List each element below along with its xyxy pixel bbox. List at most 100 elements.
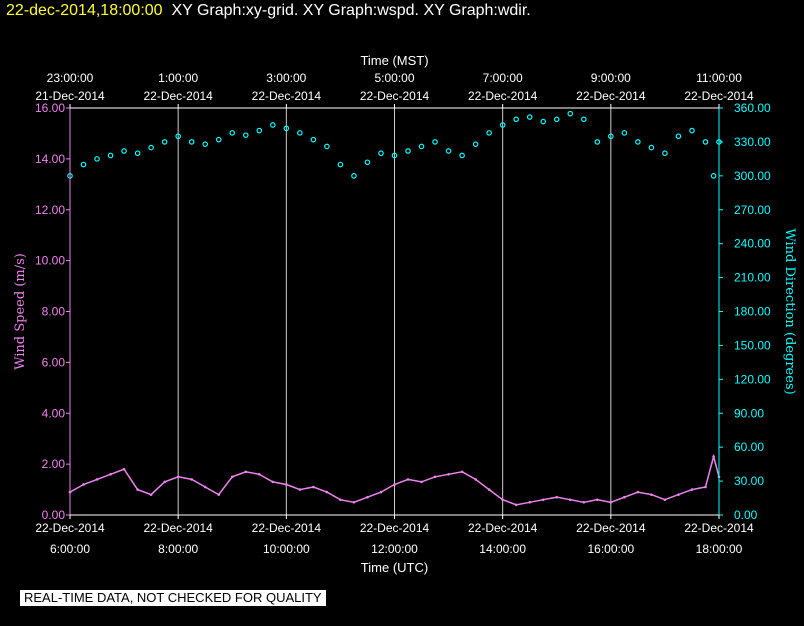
right-tick-label: 360.00	[734, 101, 771, 115]
wind-speed-point	[690, 488, 694, 491]
wind-speed-point	[257, 473, 261, 476]
bottom-tick-date: 22-Dec-2014	[576, 521, 646, 535]
wind-direction-point	[418, 143, 425, 150]
wind-direction-point	[310, 136, 317, 143]
right-tick-label: 150.00	[734, 338, 771, 352]
wind-direction-point	[351, 173, 357, 179]
bottom-tick-time: 8:00:00	[158, 542, 198, 556]
wind-direction-point	[391, 152, 398, 159]
top-tick-time: 5:00:00	[374, 71, 414, 85]
wind-direction-point	[540, 118, 547, 125]
wind-direction-point	[202, 141, 209, 147]
left-tick-label: 6.00	[42, 355, 66, 369]
wind-direction-point	[80, 161, 87, 168]
right-tick-label: 300.00	[734, 169, 771, 183]
wind-direction-point	[256, 127, 263, 134]
header-timestamp: 22-dec-2014,18:00:00	[6, 2, 163, 19]
wind-speed-point	[528, 500, 532, 504]
bottom-tick-time: 14:00:00	[479, 542, 526, 556]
wind-direction-point	[689, 127, 695, 134]
wind-speed-point	[82, 483, 85, 486]
wind-speed-point	[582, 500, 586, 504]
wind-speed-point	[474, 478, 477, 481]
wind-direction-point	[161, 139, 168, 145]
wind-speed-point	[712, 455, 715, 458]
top-tick-time: 7:00:00	[483, 71, 523, 85]
right-tick-label: 210.00	[734, 271, 771, 285]
wind-speed-point	[149, 493, 153, 496]
wind-speed-point	[203, 485, 207, 489]
wind-direction-point	[635, 139, 641, 145]
wind-direction-point	[526, 114, 533, 120]
wind-speed-series	[68, 453, 721, 507]
wind-direction-point	[513, 116, 519, 123]
top-tick-date: 22-Dec-2014	[684, 89, 754, 103]
wind-direction-point	[297, 130, 303, 136]
wind-speed-point	[501, 498, 504, 502]
wind-direction-point	[215, 136, 222, 143]
wind-speed-point	[663, 498, 667, 502]
bottom-tick-date: 22-Dec-2014	[143, 521, 213, 535]
wind-speed-point	[325, 490, 329, 494]
bottom-tick-date: 22-Dec-2014	[252, 521, 322, 535]
wind-speed-point	[230, 475, 234, 479]
bottom-tick-date: 22-Dec-2014	[468, 521, 538, 535]
wind-direction-point	[121, 148, 127, 154]
wind-speed-point	[704, 485, 707, 489]
right-tick-label: 30.00	[734, 474, 764, 488]
left-axis-title: Wind Speed (m/s)	[13, 253, 28, 370]
wind-direction-point	[702, 139, 709, 145]
wind-direction-point	[364, 159, 371, 166]
right-tick-label: 60.00	[734, 440, 764, 454]
wind-speed-point	[271, 480, 275, 484]
wind-speed-point	[190, 478, 193, 481]
left-tick-label: 16.00	[35, 101, 65, 115]
wind-speed-point	[555, 495, 559, 499]
wind-speed-point	[136, 488, 139, 491]
wind-speed-point	[609, 500, 613, 504]
top-tick-time: 1:00:00	[158, 71, 198, 85]
right-tick-label: 0.00	[734, 508, 758, 522]
wind-direction-point	[378, 150, 384, 157]
wind-speed-point	[298, 488, 302, 491]
bottom-tick-date: 22-Dec-2014	[360, 521, 430, 535]
wind-speed-point	[379, 490, 383, 494]
wind-direction-point	[621, 130, 628, 136]
left-tick-label: 12.00	[35, 203, 65, 217]
right-tick-label: 90.00	[734, 406, 764, 420]
top-axis-title: Time (MST)	[360, 53, 428, 68]
right-axis-title: Wind Direction (degrees)	[782, 228, 797, 394]
right-tick-label: 120.00	[734, 372, 771, 386]
wind-speed-point	[460, 470, 464, 474]
grid-lines	[177, 108, 612, 515]
left-tick-label: 2.00	[42, 457, 66, 471]
wind-direction-point	[594, 139, 601, 145]
left-tick-label: 0.00	[42, 508, 66, 522]
left-tick-label: 8.00	[42, 305, 66, 319]
axis-labels: 0.00 2.00 4.00 6.00 8.00 10.00 12.00 14.00 16.00…	[13, 53, 797, 575]
wind-direction-point	[229, 130, 236, 136]
bottom-tick-time: 12:00:00	[371, 542, 418, 556]
quality-notice: REAL-TIME DATA, NOT CHECKED FOR QUALITY	[20, 590, 326, 606]
wind-direction-point	[662, 150, 668, 157]
wind-direction-point	[675, 133, 682, 140]
top-tick-time: 9:00:00	[591, 71, 631, 85]
left-tick-label: 14.00	[35, 152, 65, 166]
wind-speed-point	[487, 488, 491, 491]
wind-speed-point	[95, 478, 99, 481]
top-tick-date: 22-Dec-2014	[468, 89, 538, 103]
top-tick-date: 21-Dec-2014	[35, 89, 105, 103]
wind-direction-point	[405, 148, 411, 154]
wind-speed-point	[677, 493, 680, 496]
wind-direction-point	[648, 144, 655, 151]
wind-direction-point	[175, 133, 181, 140]
wind-direction-point	[499, 122, 506, 128]
wind-speed-point	[636, 490, 640, 494]
bottom-tick-time: 16:00:00	[587, 542, 634, 556]
wind-speed-point	[406, 478, 410, 481]
wind-speed-point	[244, 470, 248, 474]
wind-speed-point	[541, 498, 545, 502]
top-tick-date: 22-Dec-2014	[576, 89, 646, 103]
wind-speed-point	[623, 495, 626, 499]
bottom-tick-time: 6:00:00	[50, 542, 90, 556]
